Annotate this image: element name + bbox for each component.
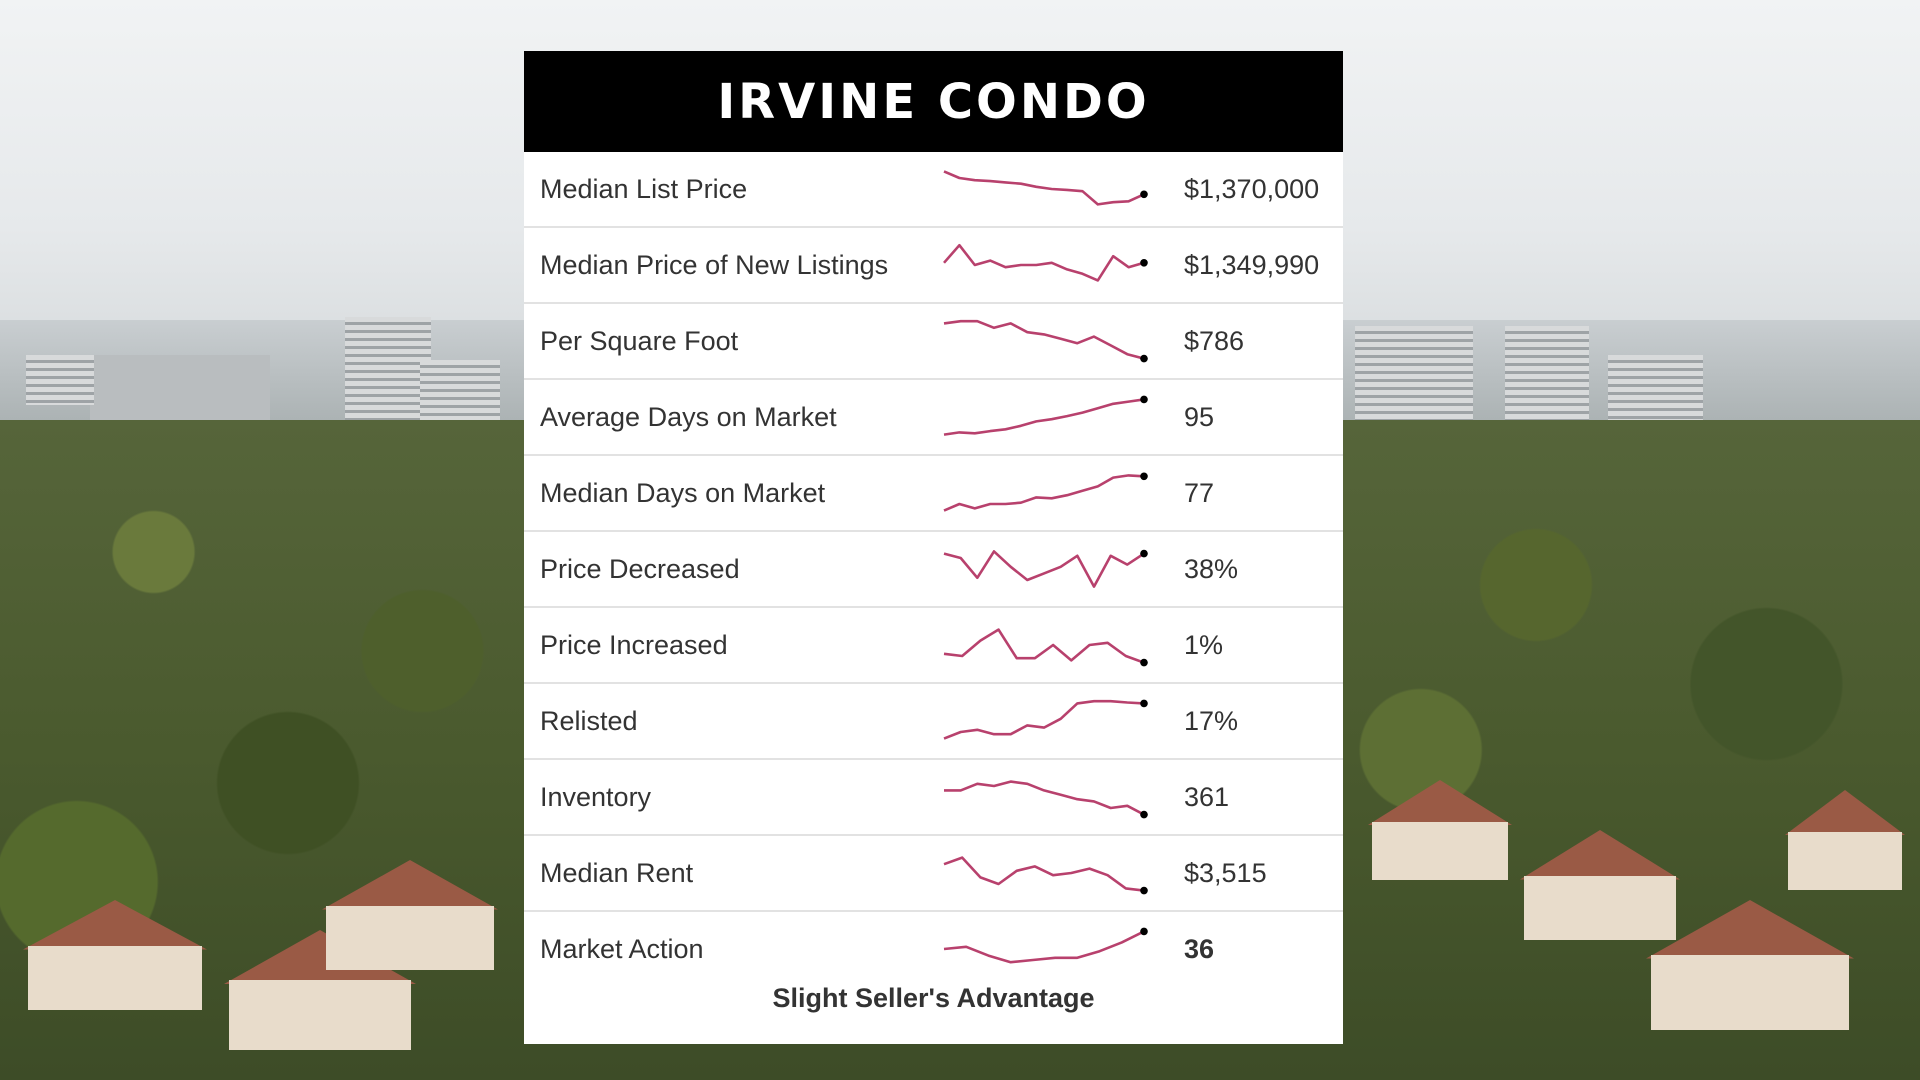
trend-sparkline: [943, 927, 1148, 964]
sparkline-path: [943, 856, 1145, 892]
stat-row: Median List Price $1,370,000: [524, 152, 1343, 228]
stat-row: Median Days on Market 77: [524, 456, 1343, 532]
office-building: [345, 317, 431, 427]
office-building: [26, 355, 94, 405]
sparkline-endpoint: [1140, 354, 1148, 363]
sparkline-path: [943, 930, 1145, 964]
stat-label: Price Decreased: [540, 554, 740, 584]
sparkline-path: [943, 170, 1145, 206]
office-building: [420, 360, 500, 420]
stat-value: 1%: [1184, 630, 1224, 660]
stat-row: Average Days on Market 95: [524, 380, 1343, 456]
sparkline-endpoint: [1140, 810, 1148, 819]
sparkline-endpoint: [1140, 190, 1148, 199]
stat-label: Relisted: [540, 706, 638, 736]
stat-row: Market Action 36: [524, 912, 1343, 986]
house: [200, 930, 440, 1050]
stat-row: Per Square Foot $786: [524, 304, 1343, 380]
trend-sparkline: [943, 243, 1148, 282]
stat-value: 38%: [1184, 554, 1239, 584]
sparkline-path: [943, 699, 1145, 740]
sparkline-endpoint: [1140, 259, 1148, 267]
house: [1620, 900, 1880, 1030]
trend-sparkline: [943, 170, 1148, 206]
office-building: [90, 355, 270, 425]
stat-label: Median Price of New Listings: [540, 250, 889, 280]
office-building: [1355, 326, 1473, 426]
stat-value: 361: [1184, 782, 1230, 812]
house: [1500, 830, 1700, 940]
trend-sparkline: [943, 628, 1148, 667]
stat-value: $1,349,990: [1184, 250, 1320, 280]
sparkline-endpoint: [1140, 886, 1148, 895]
stat-label: Median Rent: [540, 858, 694, 888]
stat-value: 17%: [1184, 706, 1239, 736]
stat-value: $1,370,000: [1184, 174, 1320, 204]
market-stats-card: IRVINE CONDO Median List Price $1,370,000…: [524, 51, 1343, 1044]
sparkline-path: [943, 398, 1145, 436]
sparkline-path: [943, 628, 1145, 664]
sparkline-endpoint: [1140, 472, 1148, 481]
stat-row: Price Decreased 38%: [524, 532, 1343, 608]
stat-label: Price Increased: [540, 630, 728, 660]
sparkline-path: [943, 474, 1145, 512]
sparkline-endpoint: [1140, 927, 1148, 936]
stat-row: Price Increased 1%: [524, 608, 1343, 684]
sparkline-endpoint: [1140, 658, 1148, 667]
stat-value: 95: [1184, 402, 1215, 432]
sparkline-path: [944, 780, 1145, 816]
trend-sparkline: [943, 549, 1148, 588]
sparkline-path: [943, 319, 1145, 360]
trend-sparkline: [944, 780, 1148, 819]
trend-sparkline: [943, 395, 1148, 436]
stat-label: Per Square Foot: [540, 326, 739, 356]
house: [1350, 780, 1530, 880]
card-header: IRVINE CONDO: [524, 51, 1343, 152]
office-building: [1505, 326, 1589, 426]
sparkline-path: [943, 550, 1145, 588]
stat-label: Average Days on Market: [540, 402, 837, 432]
house: [300, 860, 520, 970]
stat-value: $3,515: [1184, 858, 1267, 888]
trend-sparkline: [943, 856, 1148, 895]
sparkline-path: [943, 243, 1145, 282]
trend-sparkline: [943, 472, 1148, 512]
stat-row: Median Price of New Listings $1,349,990: [524, 228, 1343, 304]
office-building: [1608, 355, 1703, 425]
stat-row: Relisted 17%: [524, 684, 1343, 760]
stat-label: Median Days on Market: [540, 478, 826, 508]
stat-value: 36: [1184, 934, 1215, 964]
stat-label: Inventory: [540, 782, 652, 812]
sparkline-endpoint: [1140, 395, 1148, 404]
card-title: IRVINE CONDO: [717, 73, 1150, 130]
trend-sparkline: [943, 319, 1148, 363]
stat-row: Inventory 361: [524, 760, 1343, 836]
trend-sparkline: [943, 699, 1148, 740]
stat-value: 77: [1184, 478, 1215, 508]
stat-value: $786: [1184, 326, 1245, 356]
house: [0, 900, 230, 1010]
sparkline-endpoint: [1140, 699, 1148, 708]
stat-label: Market Action: [540, 934, 704, 964]
sparkline-endpoint: [1140, 549, 1148, 558]
stat-label: Median List Price: [540, 174, 748, 204]
market-condition-note: Slight Seller's Advantage: [772, 983, 1095, 1013]
house: [1770, 790, 1920, 890]
stat-row: Median Rent $3,515: [524, 836, 1343, 912]
